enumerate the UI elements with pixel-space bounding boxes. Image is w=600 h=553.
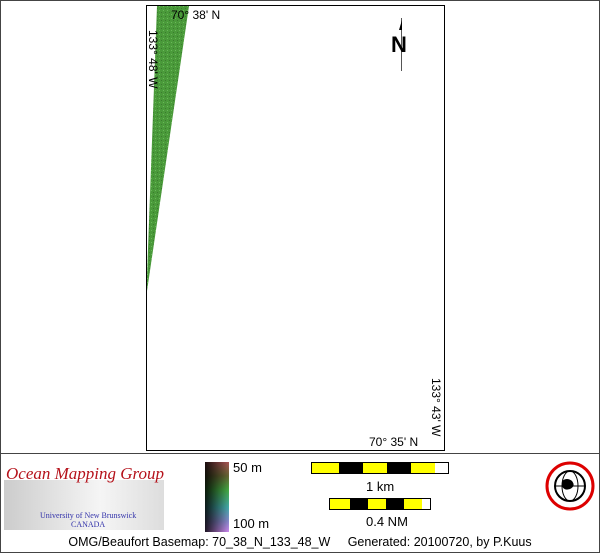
longitude-right-label: 133° 43' W [429, 378, 443, 437]
university-name: University of New Brunswick [40, 511, 137, 520]
north-arrow-icon: N [389, 18, 413, 73]
map-frame[interactable] [146, 5, 445, 451]
depth-top-label: 50 m [233, 460, 262, 475]
org-name: Ocean Mapping Group [6, 464, 165, 483]
latitude-bottom-label: 70° 35' N [369, 435, 419, 449]
unb-seal-icon [545, 461, 595, 511]
basemap-id: OMG/Beaufort Basemap: 70_38_N_133_48_W [68, 535, 331, 549]
bathymetry-swath [147, 6, 189, 291]
scale-bar-nm [329, 498, 431, 510]
country-name: CANADA [70, 520, 106, 529]
depth-bottom-label: 100 m [233, 516, 270, 531]
scale-nm-label: 0.4 NM [366, 514, 408, 529]
latitude-top-label: 70° 38' N [171, 8, 221, 22]
footer-caption: OMG/Beaufort Basemap: 70_38_N_133_48_W G… [0, 535, 600, 549]
omg-logo-image [4, 480, 164, 530]
longitude-left-label: 133° 48' W [146, 30, 160, 89]
scale-bar-km [311, 462, 449, 474]
generated-info: Generated: 20100720, by P.Kuus [347, 535, 532, 549]
legend-divider [0, 453, 600, 454]
depth-color-bar [205, 462, 229, 532]
university-label: University of New Brunswick CANADA [40, 511, 136, 529]
scale-km-label: 1 km [366, 479, 395, 494]
